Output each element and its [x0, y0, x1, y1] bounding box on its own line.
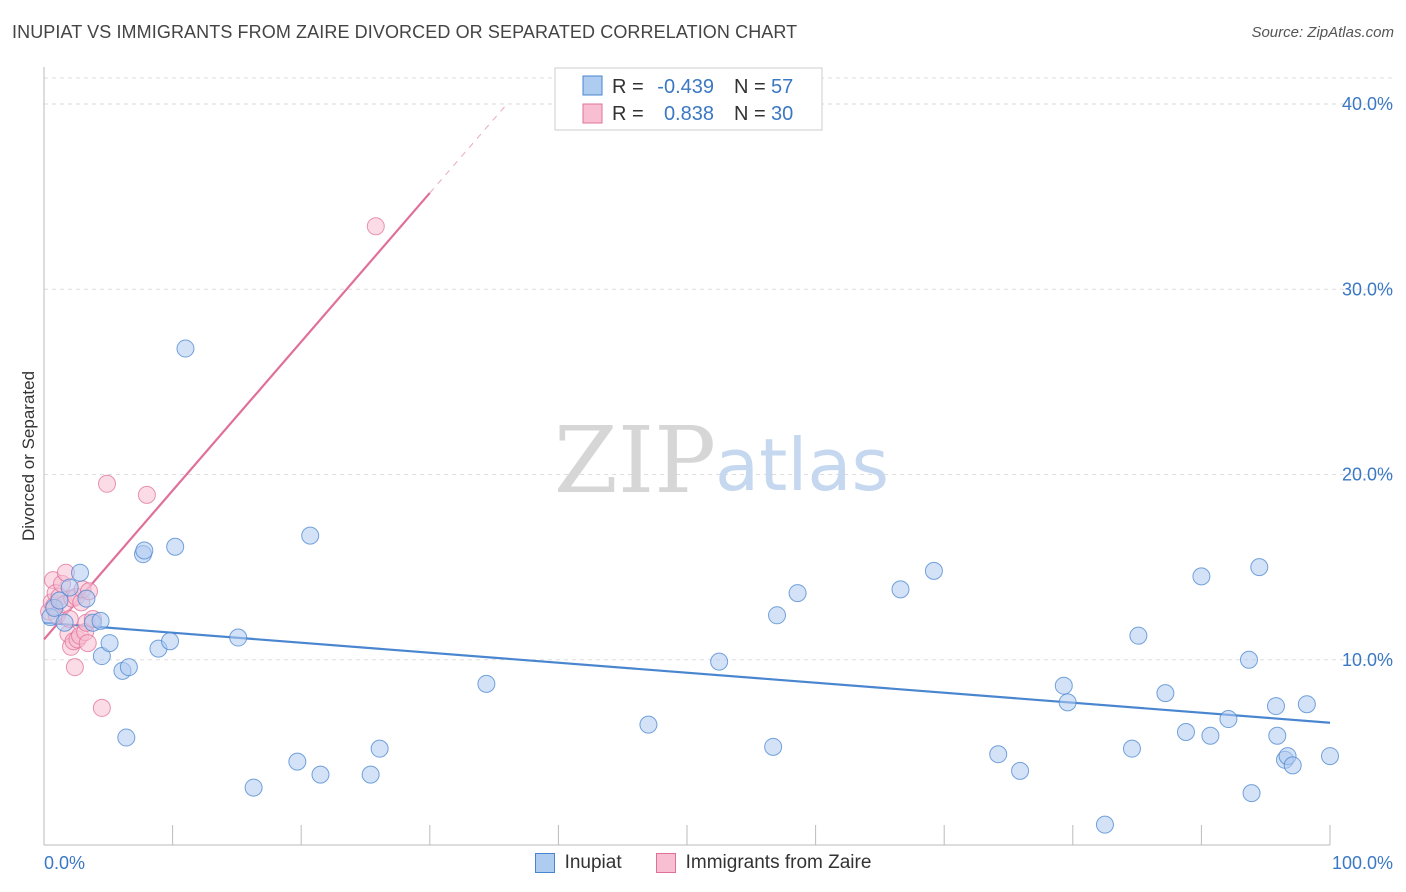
x-tick-label-min: 0.0%	[44, 853, 85, 873]
watermark: ZIP atlas	[554, 407, 889, 514]
point-series0-23	[301, 526, 320, 545]
point-series0-34	[924, 561, 943, 580]
y-tick-label-40: 40.0%	[1342, 94, 1393, 114]
bottom-legend-label-zaire: Immigrants from Zaire	[685, 852, 872, 873]
point-series0-22	[288, 752, 307, 771]
point-series0-17	[161, 632, 180, 651]
y-tick-label-20: 20.0%	[1342, 465, 1393, 485]
point-series0-56	[1321, 747, 1339, 766]
source-label: Source: ZipAtlas.com	[1251, 24, 1394, 41]
gridlines	[44, 77, 1393, 661]
legend: R = -0.439 N = 57 R = 0.838 N = 30	[554, 67, 823, 131]
point-series0-8	[91, 611, 110, 630]
point-series0-36	[1011, 761, 1030, 780]
point-series0-2	[50, 591, 69, 610]
y-tick-label-10: 10.0%	[1342, 650, 1393, 670]
point-series0-50	[1266, 697, 1285, 716]
trend-line-0	[43, 621, 1331, 724]
point-series0-44	[1192, 567, 1211, 586]
bottom-legend-item-inupiat: Inupiat	[534, 852, 622, 874]
point-series0-28	[639, 715, 658, 734]
legend-r-value-2: 0.838	[664, 103, 714, 125]
legend-swatch-zaire	[582, 103, 603, 124]
point-series0-5	[71, 563, 90, 582]
point-series0-4	[60, 578, 79, 597]
trend-line-extension-1	[429, 103, 508, 194]
point-series0-19	[176, 339, 195, 358]
chart-title: INUPIAT VS IMMIGRANTS FROM ZAIRE DIVORCE…	[12, 22, 798, 42]
legend-swatch-inupiat	[582, 75, 603, 96]
legend-r-value-1: -0.439	[657, 76, 714, 98]
y-tick-label-30: 30.0%	[1342, 279, 1393, 299]
point-series0-49	[1250, 558, 1269, 577]
point-series0-46	[1219, 710, 1238, 729]
legend-n-value-1: 57	[771, 76, 793, 98]
legend-r-label-1: R =	[612, 76, 644, 98]
point-series0-30	[764, 737, 783, 756]
point-series0-24	[311, 765, 330, 784]
point-series0-33	[891, 580, 910, 599]
legend-n-label-1: N =	[734, 76, 766, 98]
data-points	[40, 217, 1339, 834]
point-series0-45	[1201, 726, 1220, 745]
point-series0-26	[370, 739, 389, 758]
point-series1-26	[92, 698, 111, 717]
x-ticks	[172, 825, 1331, 845]
point-series0-10	[100, 634, 119, 653]
point-series0-41	[1129, 626, 1148, 645]
point-series0-42	[1156, 684, 1175, 703]
point-series0-13	[119, 658, 138, 677]
point-series0-6	[77, 589, 96, 608]
y-axis-label: Divorced or Separated	[19, 371, 38, 541]
watermark-atlas: atlas	[715, 423, 889, 507]
point-series0-35	[989, 745, 1008, 764]
point-series0-47	[1239, 650, 1258, 669]
legend-n-label-2: N =	[734, 103, 766, 125]
point-series0-29	[710, 652, 729, 671]
bottom-legend: Inupiat Immigrants from Zaire	[0, 852, 1406, 874]
point-series0-3	[55, 613, 74, 632]
point-series0-38	[1058, 693, 1077, 712]
bottom-legend-swatch-inupiat	[534, 853, 555, 873]
watermark-zip: ZIP	[554, 407, 716, 514]
point-series0-32	[788, 584, 807, 603]
point-series0-21	[244, 778, 263, 797]
point-series0-43	[1176, 723, 1195, 742]
point-series0-12	[117, 728, 136, 747]
point-series0-25	[361, 765, 380, 784]
bottom-legend-item-zaire: Immigrants from Zaire	[655, 852, 872, 874]
point-series0-15	[135, 541, 154, 560]
point-series0-48	[1242, 784, 1261, 803]
point-series0-55	[1297, 695, 1316, 714]
point-series0-51	[1268, 726, 1287, 745]
x-tick-label-max: 100.0%	[1332, 853, 1393, 873]
point-series0-54	[1283, 756, 1302, 775]
point-series0-31	[768, 606, 787, 625]
point-series0-39	[1095, 815, 1114, 834]
point-series1-28	[137, 485, 156, 504]
point-series1-29	[366, 217, 385, 236]
y-tick-labels: 10.0% 20.0% 30.0% 40.0%	[1342, 94, 1393, 670]
point-series0-20	[229, 628, 248, 647]
point-series1-23	[78, 634, 97, 653]
trend-lines	[43, 103, 1331, 724]
point-series0-18	[166, 537, 185, 556]
legend-n-value-2: 30	[771, 103, 793, 125]
trend-line-1	[43, 192, 431, 641]
legend-r-label-2: R =	[612, 103, 644, 125]
point-series1-27	[98, 474, 117, 493]
point-series0-37	[1054, 676, 1073, 695]
point-series0-40	[1122, 739, 1141, 758]
bottom-legend-label-inupiat: Inupiat	[564, 852, 622, 873]
bottom-legend-swatch-zaire	[655, 853, 676, 873]
point-series0-27	[477, 674, 496, 693]
point-series1-15	[65, 658, 84, 677]
